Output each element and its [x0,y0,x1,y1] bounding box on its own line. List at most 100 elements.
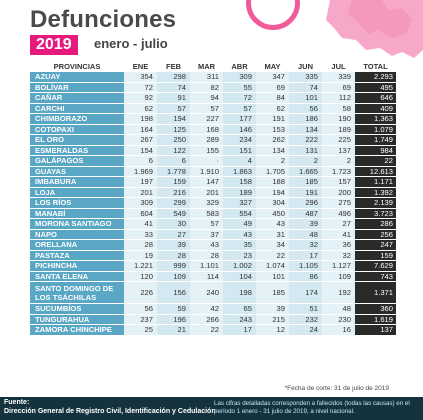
month-value: 201 [124,187,157,197]
month-value: · [190,156,223,166]
month-value: 12 [256,325,289,335]
province-name: AZUAY [30,72,124,82]
month-value: 177 [223,114,256,124]
month-value: 262 [256,135,289,145]
month-value: 234 [223,135,256,145]
table-row: IMBABURA 197 159 147 158 188 185 157 1.171 [30,177,396,187]
deaths-table: PROVINCIAS ENE FEB MAR ABR MAY JUN JUL TOTAL AZU… [30,60,396,336]
province-name: GALÁPAGOS [30,156,124,166]
row-total: 22 [355,156,396,166]
province-name: ORELLANA [30,240,124,250]
month-value: 84 [256,93,289,103]
month-value: 41 [322,229,355,239]
month-value: 19 [124,250,157,260]
month-value: 31 [256,229,289,239]
month-value: 57 [190,103,223,113]
month-value: 185 [289,177,322,187]
month-value: 243 [223,314,256,324]
month-value: 147 [190,177,223,187]
column-header: TOTAL [363,61,388,71]
row-total: 12.613 [355,166,396,176]
month-value: 65 [223,304,256,314]
month-value: 186 [289,114,322,124]
month-value: 298 [157,72,190,82]
month-value: 164 [124,124,157,134]
month-value: 32 [322,250,355,260]
decorative-ring [246,0,300,30]
table-row: NAPO 33 27 37 43 31 48 41 256 [30,229,396,239]
table-row: MORONA SANTIAGO 41 30 57 49 43 39 27 286 [30,219,396,229]
month-value: 191 [289,187,322,197]
month-value: 17 [223,325,256,335]
period-label: enero - julio [94,36,168,51]
month-value: 309 [124,198,157,208]
ecuador-map-icon [326,0,423,58]
month-value: 1.665 [289,166,322,176]
month-value: 25 [124,325,157,335]
column-header: FEB [166,61,181,71]
month-value: 101 [256,271,289,281]
month-value: 43 [190,240,223,250]
province-name: CARCHI [30,103,124,113]
table-row: SANTA ELENA 120 109 114 104 101 86 109 743 [30,271,396,281]
month-value: 554 [223,208,256,218]
table-row: LOJA 201 216 201 189 194 191 200 1.392 [30,187,396,197]
month-value: 56 [124,304,157,314]
month-value: 146 [223,124,256,134]
row-total: 1.619 [355,314,396,324]
header: Defunciones 2019 enero - julio [0,0,423,58]
month-value: 21 [157,325,190,335]
month-value: 266 [190,314,223,324]
month-value: 216 [157,187,190,197]
month-value: 168 [190,124,223,134]
month-value: 57 [157,103,190,113]
month-value: 327 [223,198,256,208]
table-row: AZUAY 354 298 311 309 347 335 339 2.293 [30,72,396,82]
month-value: 72 [124,82,157,92]
table-row: GALÁPAGOS 6 6 · 4 2 2 2 22 [30,156,396,166]
month-value: 59 [157,304,190,314]
month-value: 41 [124,219,157,229]
table-row: TUNGURAHUA 237 196 266 243 215 232 230 1.619 [30,314,396,324]
month-value: 2 [322,156,355,166]
month-value: 230 [322,314,355,324]
month-value: 62 [124,103,157,113]
month-value: 200 [322,187,355,197]
province-name: BOLÍVAR [30,82,124,92]
source-text: Dirección General de Registro Civil, Ide… [4,408,216,415]
table-row: LOS RÍOS 309 299 329 327 304 296 275 2.139 [30,198,396,208]
month-value: 92 [124,93,157,103]
month-value: 154 [124,145,157,155]
month-value: 28 [157,250,190,260]
month-value: 496 [322,208,355,218]
month-value: 30 [157,219,190,229]
month-value: 225 [322,135,355,145]
month-value: 155 [190,145,223,155]
month-value: 109 [322,271,355,281]
month-value: 191 [256,114,289,124]
month-value: 354 [124,72,157,82]
month-value: 42 [190,304,223,314]
month-value: 189 [322,124,355,134]
month-value: 347 [256,72,289,82]
month-value: 51 [289,304,322,314]
month-value: 188 [256,177,289,187]
month-value: 289 [190,135,223,145]
month-value: 49 [223,219,256,229]
row-total: 286 [355,219,396,229]
table-row: MANABÍ 604 549 583 554 450 487 496 3.723 [30,208,396,218]
month-value: 487 [289,208,322,218]
month-value: 192 [322,282,355,303]
month-value: 24 [289,325,322,335]
table-row: PASTAZA 19 28 28 23 22 17 32 159 [30,250,396,260]
month-value: 36 [322,240,355,250]
month-value: 122 [157,145,190,155]
province-name: PASTAZA [30,250,124,260]
month-value: 1.101 [190,261,223,271]
table-row: COTOPAXI 164 125 168 146 153 134 189 1.079 [30,124,396,134]
month-value: 33 [124,229,157,239]
month-value: 1.074 [256,261,289,271]
province-name: SUCUMBÍOS [30,304,124,314]
row-total: 1.392 [355,187,396,197]
month-value: 82 [190,82,223,92]
